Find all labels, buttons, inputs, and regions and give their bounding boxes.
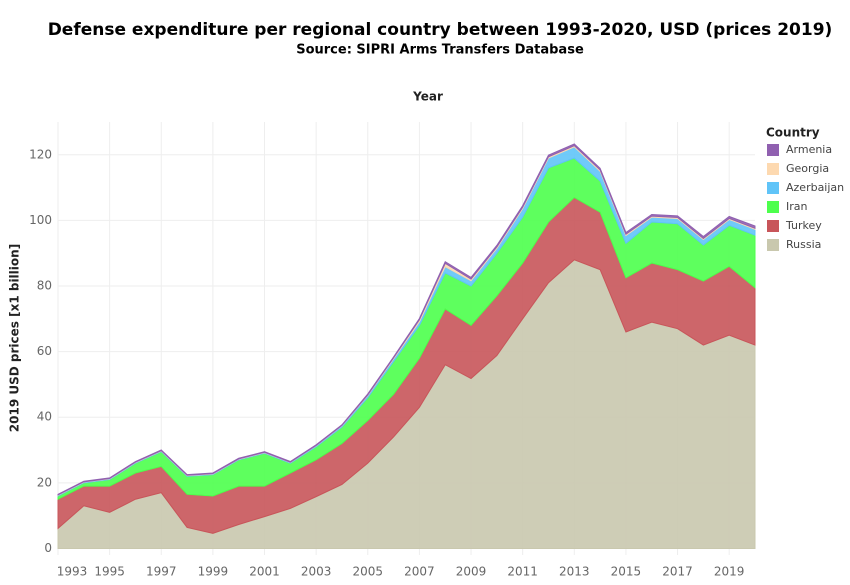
- legend-label: Georgia: [786, 162, 829, 175]
- y-tick-label: 60: [37, 344, 52, 358]
- chart-title: Defense expenditure per regional country…: [48, 20, 833, 40]
- x-tick-label: 2009: [456, 565, 487, 579]
- legend-swatch: [767, 182, 779, 194]
- x-tick-label: 2001: [249, 565, 280, 579]
- legend-label: Turkey: [785, 219, 822, 232]
- x-tick-label: 2015: [611, 565, 642, 579]
- legend-swatch: [767, 163, 779, 175]
- x-tick-label: 1997: [146, 565, 177, 579]
- y-tick-label: 0: [44, 541, 52, 555]
- area: [57, 143, 756, 496]
- y-tick-label: 80: [37, 279, 52, 293]
- x-tick-label: 2019: [714, 565, 745, 579]
- y-tick-label: 120: [29, 147, 52, 161]
- chart-subtitle: Source: SIPRI Arms Transfers Database: [296, 43, 584, 58]
- x-tick-label: 2013: [559, 565, 590, 579]
- y-tick-label: 20: [37, 475, 52, 489]
- legend-swatch: [767, 239, 779, 251]
- x-tick-label: 1999: [198, 565, 229, 579]
- legend-label: Azerbaijan: [786, 181, 844, 194]
- legend-label: Armenia: [786, 143, 832, 156]
- legend-swatch: [767, 144, 779, 156]
- x-tick-label: 2007: [404, 565, 435, 579]
- y-tick-label: 40: [37, 410, 52, 424]
- legend-title: Country: [766, 126, 820, 140]
- x-tick-label: 2017: [662, 565, 693, 579]
- x-tick-label: 2003: [301, 565, 332, 579]
- x-tick-label: 1995: [94, 565, 125, 579]
- legend-label: Russia: [786, 238, 821, 251]
- x-tick-label: 1993: [57, 565, 88, 579]
- legend-swatch: [767, 220, 779, 232]
- x-tick-label: 2011: [507, 565, 538, 579]
- x-tick-label: 2005: [353, 565, 384, 579]
- legend-swatch: [767, 201, 779, 213]
- y-tick-label: 100: [29, 213, 52, 227]
- legend-label: Iran: [786, 200, 808, 213]
- x-axis-title: Year: [412, 90, 443, 104]
- y-axis-title: 2019 USD prices [x1 billion]: [8, 244, 22, 432]
